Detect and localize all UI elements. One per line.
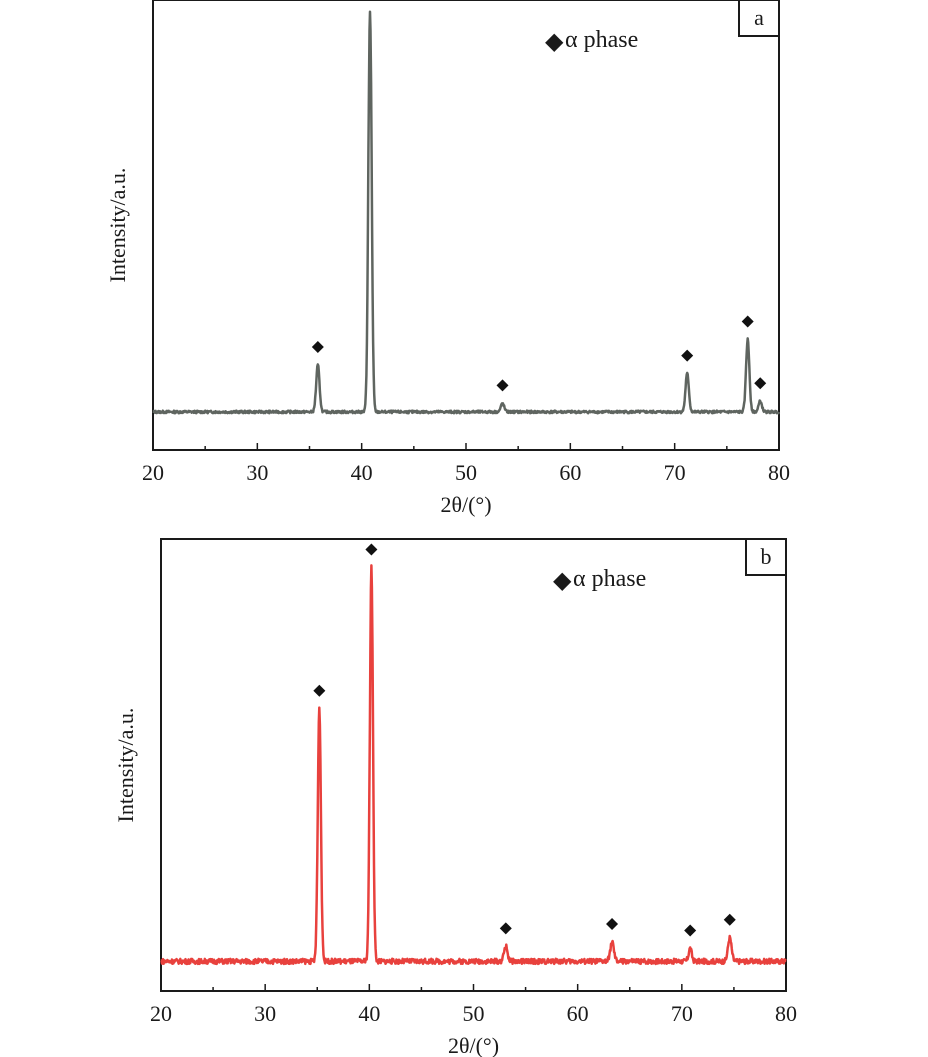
- x-tick-label: 80: [768, 460, 790, 485]
- chart-panel-b: 20 30 40 50 60 70 80 2θ/(°) Intensity/a.u. b ◆ α ph…: [113, 538, 797, 1057]
- x-tick-label: 40: [351, 460, 373, 485]
- y-axis-label: Intensity/a.u.: [105, 168, 130, 283]
- x-tick-label: 80: [775, 1001, 797, 1026]
- x-tick-label: 70: [664, 460, 686, 485]
- x-tick-label: 20: [142, 460, 164, 485]
- alpha-phase-marker: [606, 918, 619, 931]
- series-line: [160, 564, 787, 966]
- x-tick-label: 50: [463, 1001, 485, 1026]
- legend-text: α phase: [573, 566, 646, 592]
- x-axis-label: 2θ/(°): [440, 492, 491, 517]
- alpha-phase-marker: [313, 684, 326, 697]
- alpha-phase-marker: [723, 913, 736, 926]
- x-tick-label: 40: [358, 1001, 380, 1026]
- x-tick-label: 30: [246, 460, 268, 485]
- panel-label-box: [738, 0, 780, 37]
- panel-label: b: [761, 544, 772, 569]
- legend-marker: ◆: [545, 29, 564, 55]
- x-tick-label: 20: [150, 1001, 172, 1026]
- plot-frame: [160, 538, 787, 992]
- series-line: [152, 10, 781, 415]
- x-tick-label: 70: [671, 1001, 693, 1026]
- x-axis-label: 2θ/(°): [448, 1033, 499, 1057]
- alpha-phase-marker: [365, 543, 378, 556]
- chart-panel-a: 20 30 40 50 60 70 80 2θ/(°) Intensity/a.u. a ◆ α ph…: [105, 0, 790, 517]
- y-axis-label: Intensity/a.u.: [113, 708, 138, 823]
- alpha-phase-marker: [681, 349, 694, 362]
- x-tick-label: 60: [567, 1001, 589, 1026]
- alpha-phase-marker: [499, 922, 512, 935]
- alpha-phase-marker: [496, 379, 509, 392]
- panel-label: a: [754, 5, 764, 30]
- alpha-phase-marker: [311, 341, 324, 354]
- alpha-phase-marker: [684, 924, 697, 937]
- legend-marker: ◆: [553, 568, 572, 594]
- alpha-phase-marker: [741, 315, 754, 328]
- panel-label-box: [745, 538, 787, 576]
- alpha-phase-marker: [754, 377, 767, 390]
- x-tick-label: 60: [559, 460, 581, 485]
- legend-text: α phase: [565, 27, 638, 53]
- x-tick-label: 50: [455, 460, 477, 485]
- x-tick-label: 30: [254, 1001, 276, 1026]
